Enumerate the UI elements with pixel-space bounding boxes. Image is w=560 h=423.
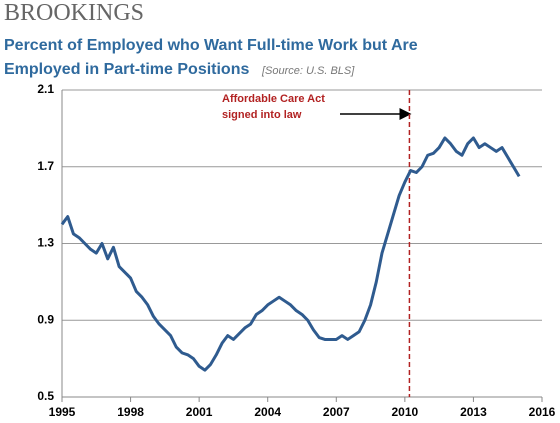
chart-title: Percent of Employed who Want Full-time W… <box>4 37 418 54</box>
y-tick-label: 0.9 <box>37 312 54 326</box>
y-tick-label: 1.3 <box>37 236 54 250</box>
x-tick-label: 1995 <box>49 405 76 419</box>
source: [Source: U.S. BLS] <box>261 65 355 77</box>
y-tick-label: 1.7 <box>37 159 54 173</box>
brand: BROOKINGS <box>4 0 144 26</box>
y-tick-label: 0.5 <box>37 389 54 403</box>
x-tick-label: 1998 <box>117 405 144 419</box>
x-tick-label: 2004 <box>254 405 281 419</box>
annotation: Affordable Care Act <box>222 93 325 105</box>
chart-title: Employed in Part-time Positions <box>4 61 249 78</box>
x-tick-label: 2013 <box>460 405 487 419</box>
data-line <box>60 136 521 372</box>
x-tick-label: 2010 <box>392 405 419 419</box>
x-tick-label: 2001 <box>186 405 213 419</box>
x-tick-label: 2007 <box>323 405 350 419</box>
annotation: signed into law <box>222 109 302 121</box>
x-tick-label: 2016 <box>529 405 556 419</box>
y-tick-label: 2.1 <box>37 82 54 96</box>
